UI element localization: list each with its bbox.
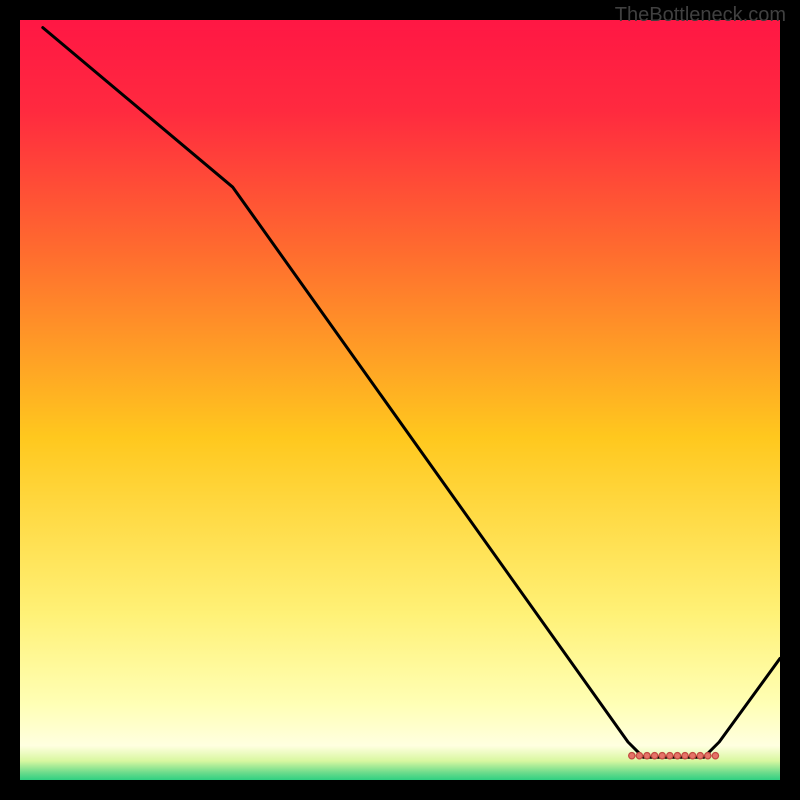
marker-dot: [629, 752, 635, 758]
marker-dot: [712, 752, 718, 758]
marker-dot: [667, 752, 673, 758]
marker-dot: [689, 752, 695, 758]
marker-dot: [651, 752, 657, 758]
marker-dot: [705, 752, 711, 758]
chart-background: [20, 20, 780, 780]
marker-dot: [674, 752, 680, 758]
chart-canvas: [20, 20, 780, 780]
marker-dot: [659, 752, 665, 758]
marker-dot: [644, 752, 650, 758]
marker-dot: [636, 752, 642, 758]
watermark-text: TheBottleneck.com: [615, 4, 786, 27]
marker-dot: [682, 752, 688, 758]
marker-dot: [697, 752, 703, 758]
bottleneck-chart: [20, 20, 780, 780]
